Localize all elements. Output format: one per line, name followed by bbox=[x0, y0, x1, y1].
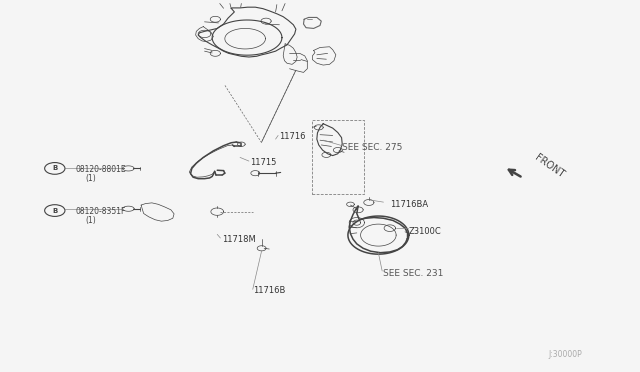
Text: 11716B: 11716B bbox=[253, 286, 285, 295]
Text: FRONT: FRONT bbox=[532, 152, 566, 180]
Text: (1): (1) bbox=[85, 174, 96, 183]
Text: (1): (1) bbox=[85, 216, 96, 225]
Text: 11718M: 11718M bbox=[221, 235, 255, 244]
Text: B: B bbox=[52, 208, 58, 214]
Text: 11716: 11716 bbox=[279, 132, 305, 141]
Text: 11715: 11715 bbox=[250, 158, 276, 167]
Text: SEE SEC. 275: SEE SEC. 275 bbox=[342, 143, 403, 152]
Text: Z3100C: Z3100C bbox=[409, 227, 442, 236]
Text: 08120-8351F: 08120-8351F bbox=[76, 207, 126, 216]
Text: J:30000P: J:30000P bbox=[548, 350, 582, 359]
Text: SEE SEC. 231: SEE SEC. 231 bbox=[383, 269, 444, 279]
Text: 08120-8801E: 08120-8801E bbox=[76, 165, 126, 174]
Text: B: B bbox=[52, 166, 58, 171]
Text: 11716BA: 11716BA bbox=[390, 200, 428, 209]
